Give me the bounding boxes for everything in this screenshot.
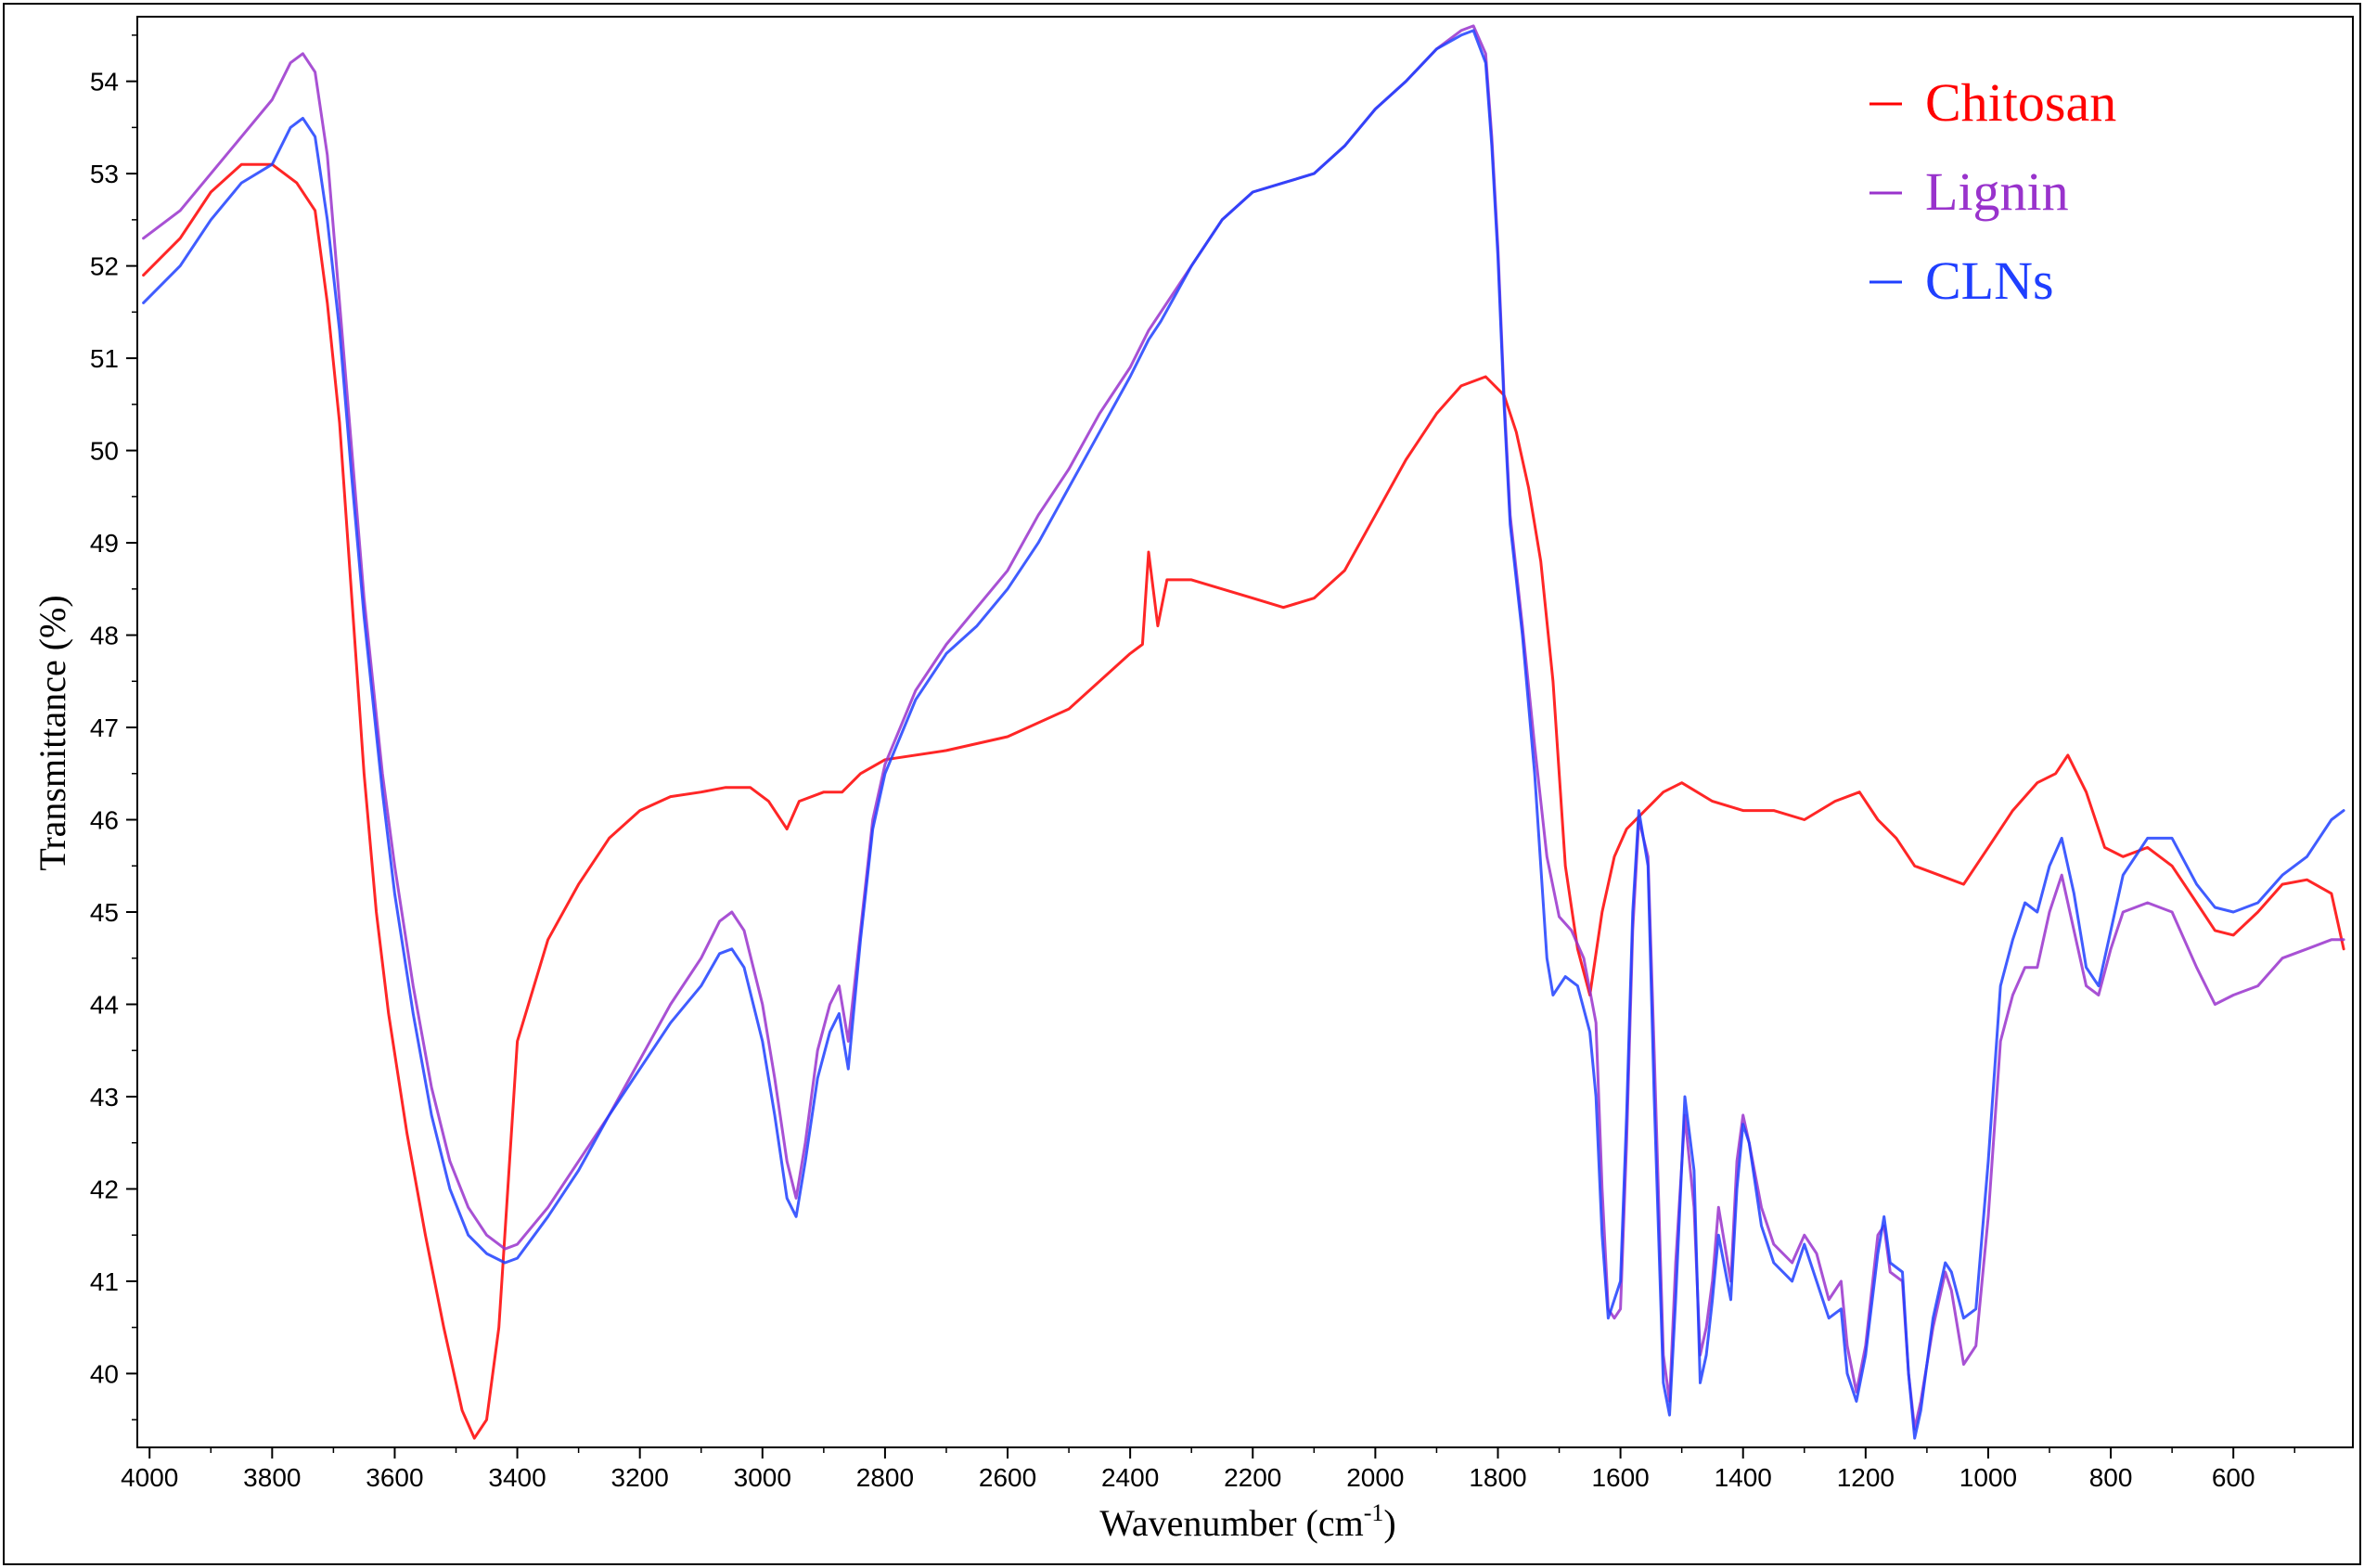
x-tick-label: 4000 [121,1463,178,1492]
series-layer [142,24,2345,1440]
x-tick-label: 2000 [1346,1463,1404,1492]
y-axis: 40 41 42 43 44 45 46 47 48 49 50 51 52 53 54 [90,34,137,1420]
x-tick-label: 3600 [366,1463,423,1492]
x-tick-label: 1000 [1959,1463,2017,1492]
x-tick-label: 1600 [1591,1463,1649,1492]
outer-frame [3,3,2361,1565]
y-tick-label: 49 [90,529,119,558]
y-tick-label: 44 [90,990,119,1019]
series-line-chitosan [142,162,2345,1440]
legend-label-chitosan: Chitosan [1925,72,2116,133]
y-tick-label: 42 [90,1175,119,1203]
x-tick-label: 1200 [1837,1463,1895,1492]
legend-label-lignin: Lignin [1925,161,2069,222]
x-tick-label: 2800 [856,1463,914,1492]
x-tick-label: 3400 [488,1463,546,1492]
x-tick-label: 2200 [1224,1463,1281,1492]
legend-label-clns: CLNs [1925,251,2054,311]
x-tick-label: 600 [2212,1463,2255,1492]
y-tick-label: 40 [90,1359,119,1388]
y-tick-label: 52 [90,252,119,281]
x-axis-title: Wavenumber (cm-1) [1099,1499,1395,1544]
x-axis-title-superscript: -1 [1364,1499,1384,1526]
y-tick-label: 51 [90,344,119,373]
y-tick-label: 53 [90,160,119,188]
x-tick-label: 2600 [979,1463,1036,1492]
y-axis-title: Transmittance (%) [32,595,73,870]
x-tick-label: 3200 [611,1463,669,1492]
y-tick-label: 54 [90,68,119,96]
y-tick-label: 50 [90,437,119,466]
y-tick-label: 45 [90,898,119,927]
series-line-lignin [142,24,2345,1431]
y-tick-label: 41 [90,1267,119,1296]
y-tick-label: 43 [90,1083,119,1112]
x-axis-title-end: ) [1383,1502,1395,1544]
x-axis: 4000 3800 3600 3400 3200 3000 2800 2600 2400 2200… [121,1447,2295,1492]
x-tick-label: 1800 [1469,1463,1526,1492]
x-tick-label: 1400 [1715,1463,1772,1492]
y-tick-label: 47 [90,713,119,742]
legend: Chitosan Lignin CLNs [1869,72,2116,311]
y-tick-label: 46 [90,806,119,835]
x-tick-label: 800 [2089,1463,2133,1492]
x-tick-label: 2400 [1101,1463,1159,1492]
x-tick-label: 3800 [243,1463,301,1492]
x-axis-title-main: Wavenumber (cm [1099,1502,1363,1544]
y-tick-label: 48 [90,622,119,650]
x-tick-label: 3000 [734,1463,791,1492]
plot-area [136,16,2354,1448]
series-line-clns [142,29,2345,1440]
